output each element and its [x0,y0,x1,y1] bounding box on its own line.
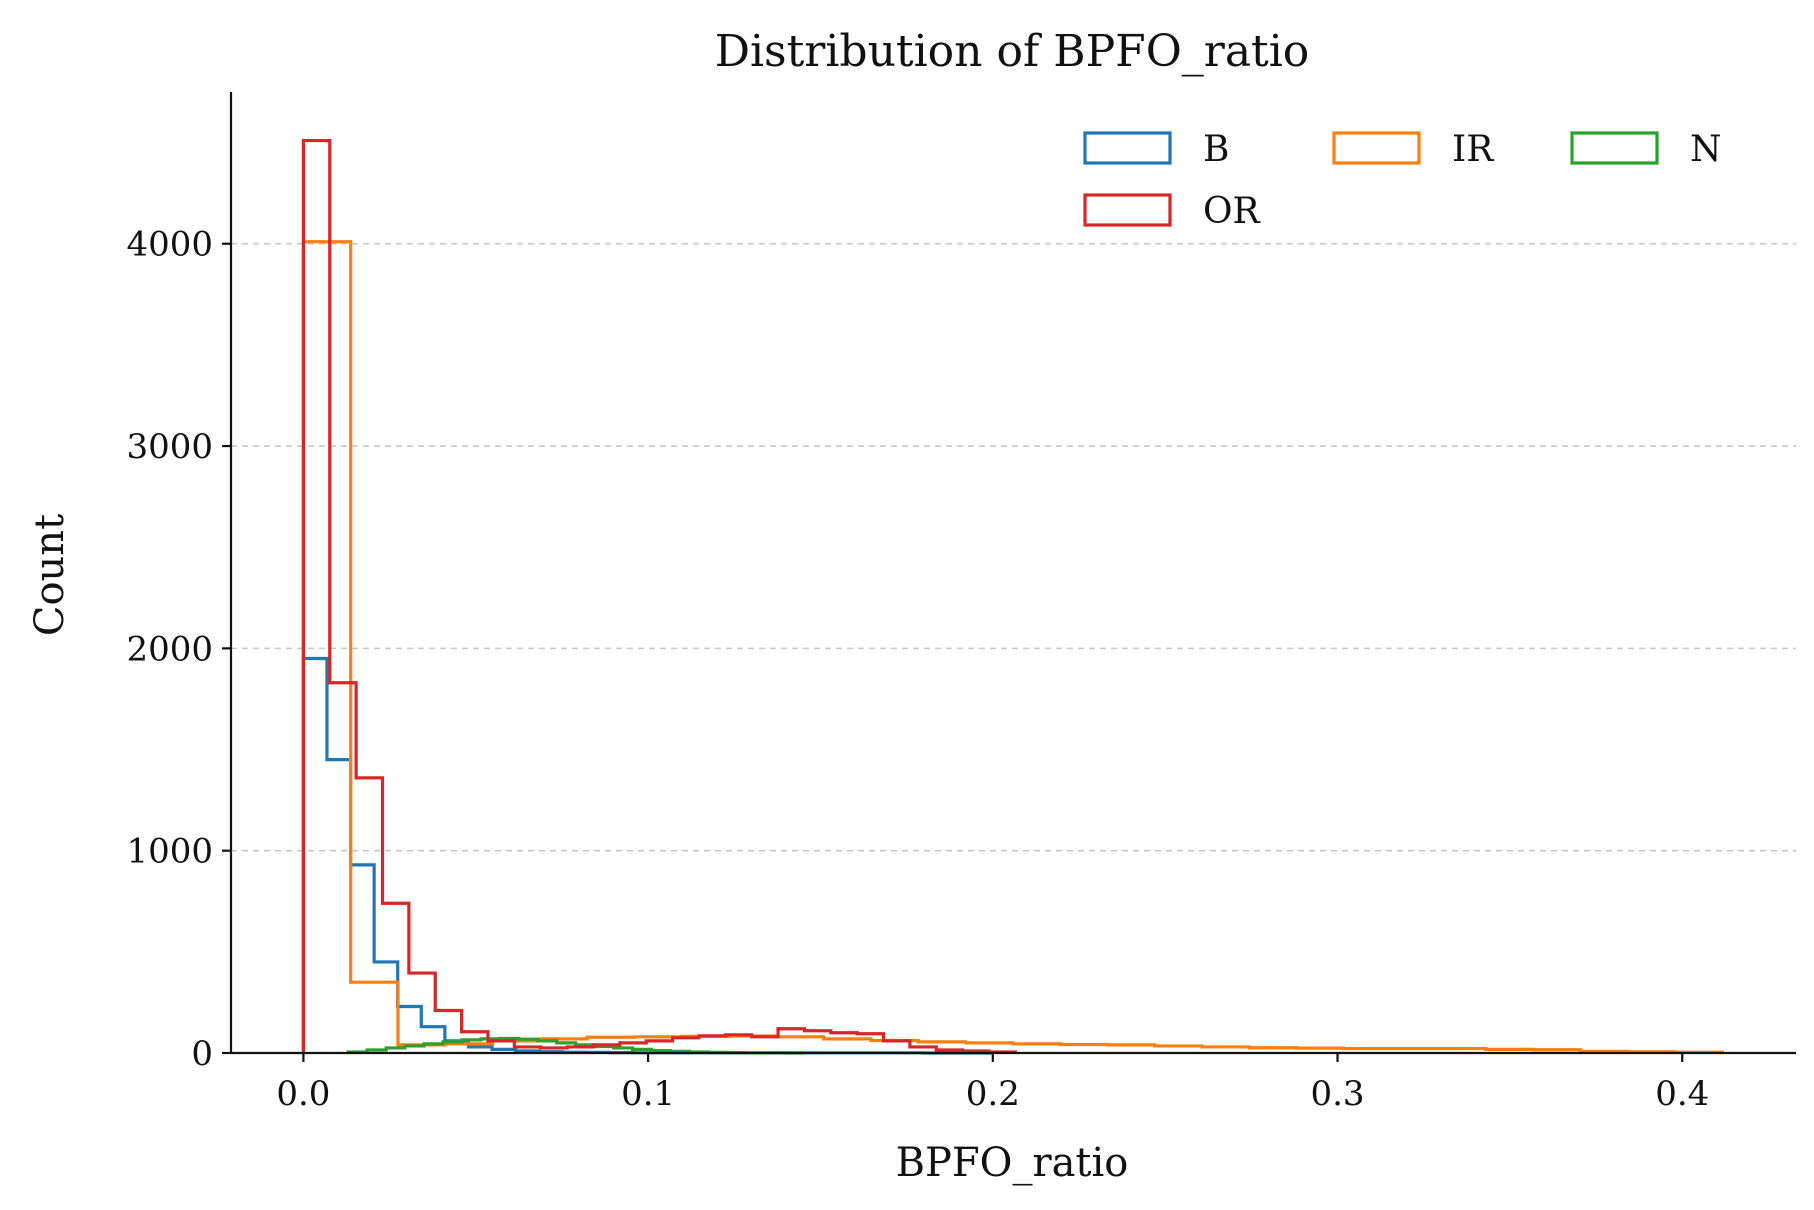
series-or-step [301,138,1017,1054]
legend: B IR N OR [1083,129,1722,232]
legend-swatch-ir [1332,131,1421,165]
legend-swatch-b [1083,131,1172,165]
y-tick-label-3: 3000 [126,427,213,467]
series-b-step [301,656,993,1055]
y-axis-label: Count [27,514,73,636]
x-axis-label: BPFO_ratio [896,1140,1129,1186]
legend-label-ir: IR [1452,129,1494,170]
y-tick-label-4: 4000 [126,225,213,265]
y-tick-label-2: 2000 [126,629,213,669]
legend-swatch-n [1570,131,1659,165]
x-tick-label-1: 0.1 [621,1074,675,1114]
legend-swatch-or [1083,193,1172,227]
legend-label-n: N [1690,129,1722,170]
histogram-series [301,138,1724,1055]
y-tick-label-0: 0 [191,1034,213,1074]
y-ticks: 0 1000 2000 3000 4000 [126,225,231,1074]
legend-label-or: OR [1203,191,1261,232]
x-tick-label-3: 0.3 [1310,1074,1364,1114]
x-tick-label-0: 0.0 [276,1074,330,1114]
legend-label-b: B [1203,129,1229,170]
y-tick-label-1: 1000 [126,832,213,872]
x-ticks: 0.0 0.1 0.2 0.3 0.4 [276,1053,1709,1114]
series-ir-step [301,240,1724,1054]
x-tick-label-4: 0.4 [1655,1074,1709,1114]
chart-title: Distribution of BPFO_ratio [715,26,1310,77]
x-tick-label-2: 0.2 [966,1074,1020,1114]
y-gridlines [231,242,1796,852]
